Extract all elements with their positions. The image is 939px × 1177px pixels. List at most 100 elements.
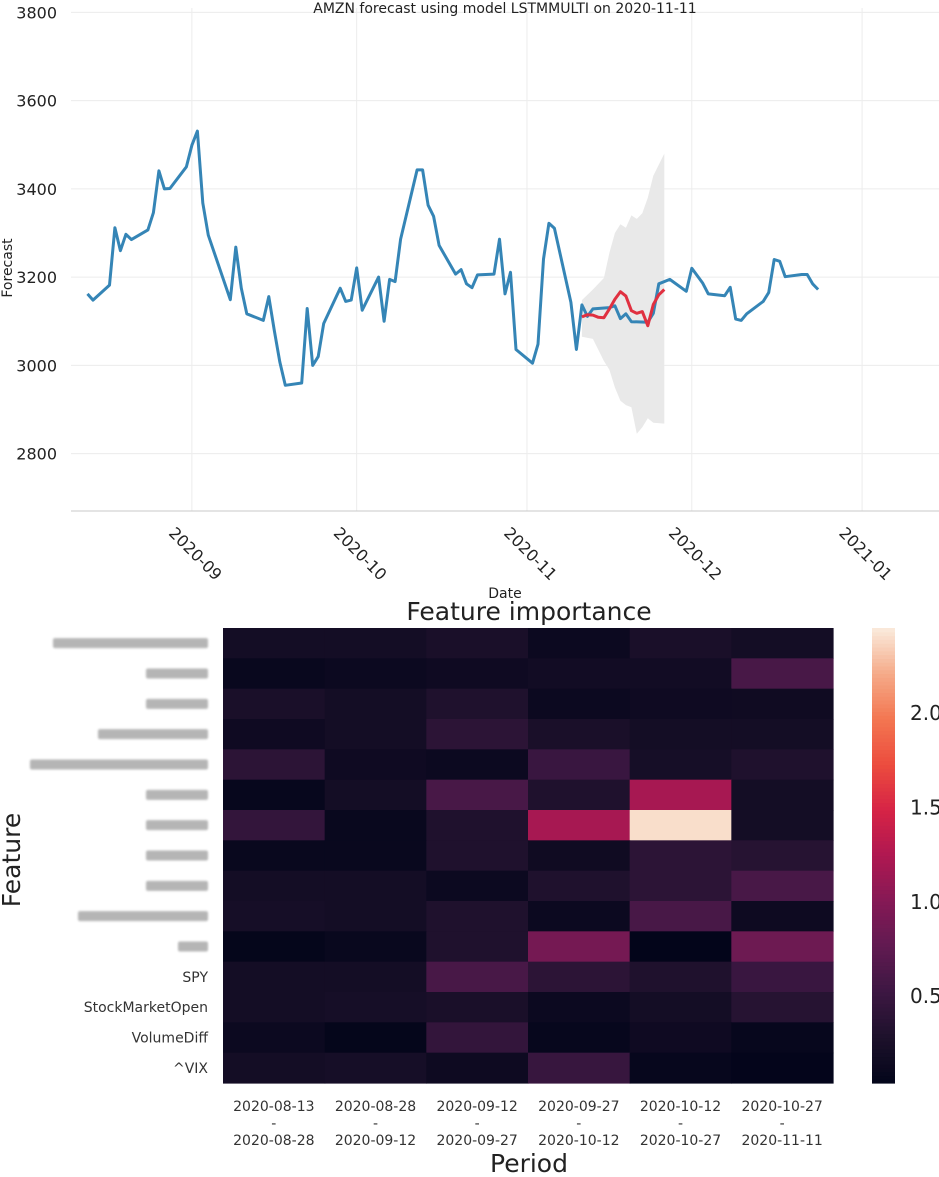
heatmap-cell	[731, 931, 834, 963]
series-lines	[86, 129, 820, 387]
heatmap-cell	[223, 688, 326, 720]
heatmap-cell	[223, 1052, 326, 1084]
heatmap-cell	[629, 870, 732, 902]
heatmap-cell	[629, 628, 732, 659]
colorbar-segment	[872, 650, 895, 656]
colorbar-segment	[872, 901, 895, 906]
colorbar-segment	[872, 1064, 895, 1069]
heatmap-cell	[223, 870, 326, 902]
x-tick-labels: 2020-09 2020-10 2020-11 2020-12 2021-01	[165, 523, 896, 584]
forecast-y-label: Forecast	[0, 238, 16, 298]
heatmap-cell	[528, 719, 631, 750]
colorbar-segment	[872, 783, 895, 788]
colorbar-segment	[872, 810, 895, 815]
heatmap-cell	[324, 931, 427, 963]
obscured-row-label	[30, 759, 208, 770]
colorbar-segment	[872, 669, 895, 675]
colorbar-segment	[872, 927, 895, 932]
colorbar-segment	[872, 764, 895, 769]
y-tick-label: 2800	[16, 445, 57, 464]
heatmap-cell	[426, 628, 529, 659]
y-tick-label: 3800	[16, 3, 57, 22]
colorbar-segment	[872, 673, 895, 678]
heatmap-cell	[528, 931, 631, 963]
y-tick-label: 3200	[16, 268, 57, 287]
colorbar-segment	[872, 935, 895, 940]
colorbar-segment	[872, 696, 895, 701]
colorbar-segment	[872, 1060, 895, 1065]
colorbar-segment	[872, 654, 895, 659]
x-tick-label: 2020-12	[665, 523, 726, 584]
heatmap-cell	[731, 749, 834, 781]
heatmap-cell	[426, 992, 529, 1023]
obscured-row-label	[146, 850, 208, 861]
heatmap-cell	[223, 779, 326, 811]
column-label: 2020-08-28	[335, 1099, 416, 1115]
colorbar-segment	[872, 1048, 895, 1054]
heatmap-cell	[731, 840, 834, 872]
heatmap-cell	[731, 779, 834, 811]
heatmap-cell	[731, 719, 834, 750]
colorbar-segment	[872, 726, 895, 731]
colorbar-segment	[872, 954, 895, 959]
heatmap-cell	[629, 719, 732, 750]
heatmap-cell	[629, 749, 732, 781]
heatmap-cell	[324, 1022, 427, 1054]
heatmap-cell	[426, 779, 529, 811]
colorbar-tick-label: 0.5	[910, 984, 939, 1008]
heatmap-cell	[223, 810, 326, 841]
column-label: 2020-10-12	[640, 1099, 721, 1115]
colorbar-segment	[872, 756, 895, 762]
obscured-row-label	[78, 911, 208, 922]
colorbar-segment	[872, 882, 895, 887]
heatmap-y-label: Feature	[0, 813, 26, 907]
heatmap-cell	[528, 870, 631, 902]
heatmap-cell	[629, 961, 732, 993]
heatmap-cell	[426, 1022, 529, 1054]
heatmap-title: Feature importance	[406, 597, 651, 626]
colorbar-segment	[872, 840, 895, 845]
obscured-row-label	[53, 638, 208, 649]
x-tick-label: 2020-09	[165, 523, 226, 584]
colorbar-segment	[872, 806, 895, 811]
heatmap-cell	[426, 961, 529, 993]
colorbar-segment	[872, 825, 895, 830]
column-label: -	[271, 1116, 276, 1132]
heatmap-cell	[731, 992, 834, 1023]
colorbar-segment	[872, 1018, 895, 1023]
heatmap-cell	[426, 931, 529, 963]
colorbar-segment	[872, 931, 895, 936]
colorbar-segment	[872, 919, 895, 925]
colorbar-segment	[872, 973, 895, 978]
colorbar-segment	[872, 688, 895, 694]
column-label: 2020-09-12	[335, 1133, 416, 1149]
heatmap-cell	[731, 628, 834, 659]
heatmap-cell	[731, 961, 834, 993]
colorbar-segment	[872, 847, 895, 853]
colorbar-segment	[872, 938, 895, 944]
colorbar-segment	[872, 707, 895, 713]
heatmap-cell	[731, 901, 834, 932]
colorbar-segment	[872, 737, 895, 743]
colorbar-segment	[872, 904, 895, 910]
heatmap-cell	[731, 1022, 834, 1054]
heatmap-cell	[528, 1022, 631, 1054]
colorbar-segment	[872, 866, 895, 872]
forecast-line	[581, 288, 666, 328]
colorbar-segment	[872, 802, 895, 807]
heatmap-cells	[223, 628, 834, 1084]
colorbar-segment	[872, 684, 895, 690]
column-label: 2020-10-27	[640, 1133, 721, 1149]
forecast-x-label: Date	[488, 586, 521, 602]
colorbar-segment	[872, 832, 895, 838]
heatmap-cell	[223, 840, 326, 872]
row-label: VolumeDiff	[132, 1031, 209, 1047]
heatmap-cell	[629, 658, 732, 690]
heatmap-cell	[528, 840, 631, 872]
x-tick-label: 2020-10	[330, 523, 391, 584]
colorbar-segment	[872, 893, 895, 898]
colorbar-segment	[872, 870, 895, 876]
grid	[71, 8, 939, 511]
heatmap-x-label: Period	[490, 1149, 568, 1177]
